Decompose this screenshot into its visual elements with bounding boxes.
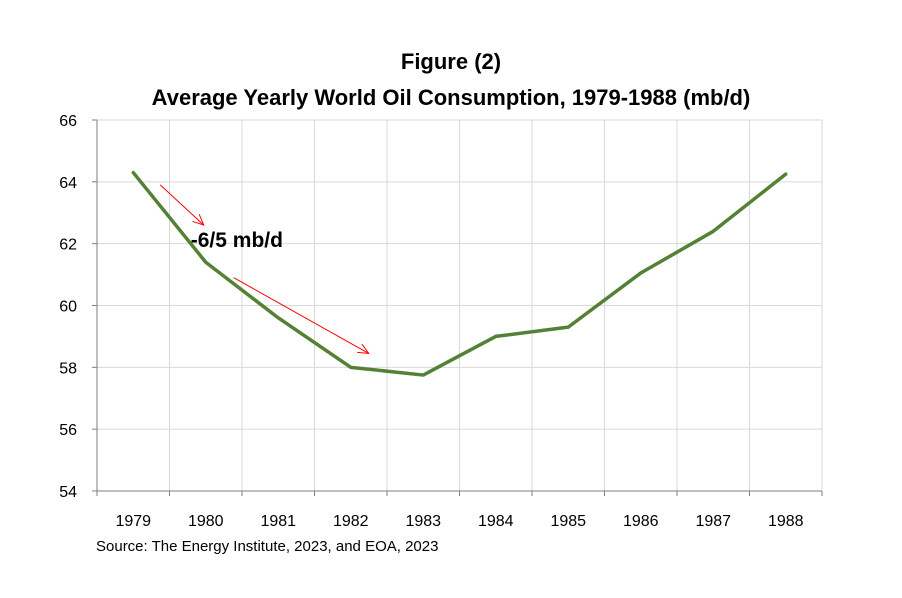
y-tick-label: 60	[59, 299, 77, 316]
y-tick-label: 62	[59, 237, 77, 254]
y-tick-label: 58	[59, 360, 77, 377]
x-tick-label: 1980	[188, 513, 224, 530]
annotation-label: -6/5 mb/d	[191, 229, 283, 252]
y-tick-label: 66	[59, 113, 77, 130]
series-line	[131, 170, 788, 377]
y-tick-label: 54	[59, 484, 77, 501]
chart-title: Figure (2)	[400, 49, 502, 74]
chart-subtitle: Average Yearly World Oil Consumption, 19…	[151, 85, 751, 110]
x-tick-label: 1985	[550, 513, 586, 530]
x-tick-label: 1982	[333, 513, 369, 530]
y-tick-label: 56	[59, 422, 77, 439]
x-tick-label: 1987	[695, 513, 731, 530]
annotation-arrow	[159, 184, 204, 225]
x-tick-label: 1979	[115, 513, 151, 530]
y-tick-label: 64	[59, 175, 77, 192]
x-tick-label: 1984	[478, 513, 514, 530]
x-tick-label: 1981	[260, 513, 296, 530]
x-tick-label: 1986	[623, 513, 659, 530]
x-tick-label: 1983	[405, 513, 441, 530]
chart-source: Source: The Energy Institute, 2023, and …	[96, 538, 439, 555]
x-tick-label: 1988	[768, 513, 804, 530]
annotation-arrow	[233, 277, 369, 354]
